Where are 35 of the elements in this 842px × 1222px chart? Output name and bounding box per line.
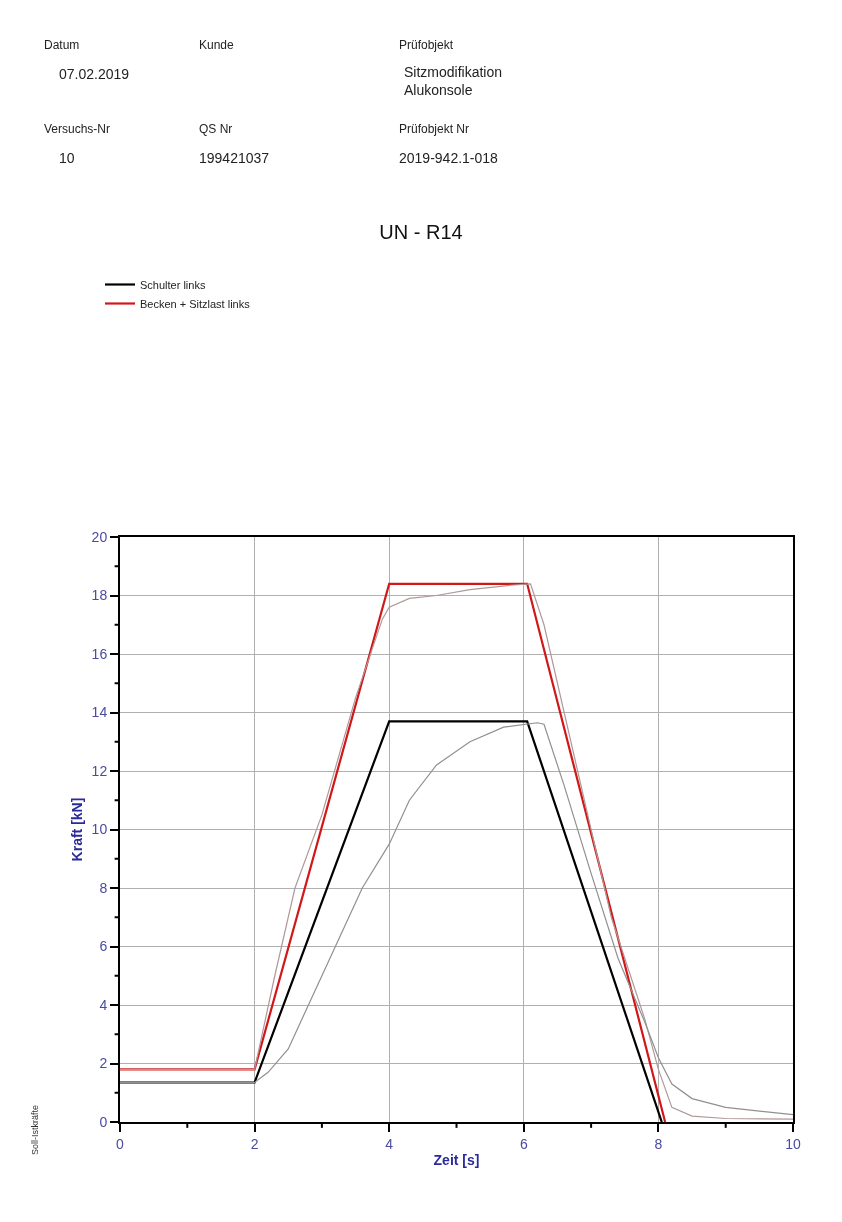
text: 2019-942.1-018 <box>399 150 499 166</box>
y-tick-label: 4 <box>99 996 108 1013</box>
legend-label: Becken + Sitzlast links <box>140 297 251 310</box>
chart-title: UN - R14 <box>379 221 463 243</box>
x-axis-title: Zeit [s] <box>433 1151 480 1168</box>
text: QS Nr <box>199 122 233 136</box>
text: Soll-Istkräfte <box>30 1104 40 1155</box>
x-tick-label: 10 <box>785 1135 801 1152</box>
y-tick-label: 2 <box>99 1055 108 1072</box>
x-tick-label: 6 <box>519 1135 528 1152</box>
text: Versuchs-Nr <box>44 122 111 136</box>
x-tick-label: 8 <box>654 1135 663 1152</box>
x-tick-label: 4 <box>385 1135 394 1152</box>
text: Prüfobjekt <box>399 38 454 52</box>
text: Sitzmodifikation Alukonsole <box>404 64 503 99</box>
y-tick-label: 0 <box>99 1113 108 1130</box>
text: 199421037 <box>199 150 270 166</box>
y-tick-label: 14 <box>91 704 108 721</box>
text: Prüfobjekt Nr <box>399 122 470 136</box>
y-tick-label: 20 <box>91 528 108 545</box>
x-tick-label: 2 <box>250 1135 259 1152</box>
text: Datum <box>44 38 80 52</box>
y-tick-label: 10 <box>91 821 108 838</box>
text: 10 <box>59 150 75 166</box>
y-tick-label: 16 <box>91 645 108 662</box>
legend-label: Schulter links <box>140 278 206 291</box>
y-tick-label: 8 <box>99 879 108 896</box>
y-tick-label: 18 <box>91 587 108 604</box>
line-series <box>120 722 793 1116</box>
text: Kunde <box>199 38 235 52</box>
y-axis-title: Kraft [kN] <box>68 797 85 862</box>
y-tick-label: 6 <box>99 938 108 955</box>
x-tick-label: 0 <box>116 1135 125 1152</box>
y-tick-label: 12 <box>91 762 108 779</box>
text: 07.02.2019 <box>59 66 130 82</box>
